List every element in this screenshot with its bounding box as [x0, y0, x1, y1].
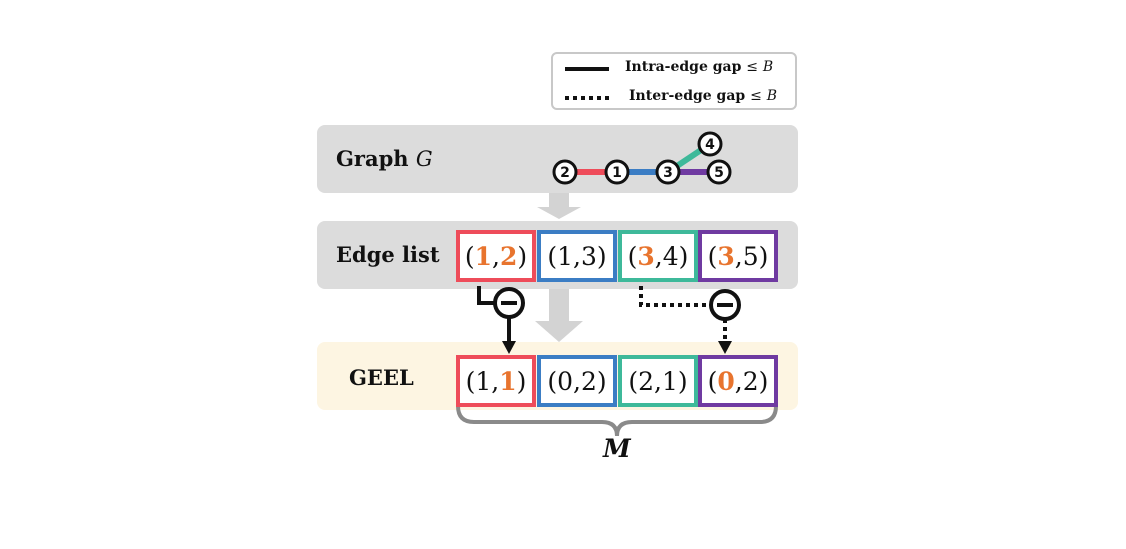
punctuation: , — [491, 366, 500, 396]
graph-node-label: 2 — [560, 165, 570, 181]
graph-node-4: 4 — [697, 131, 723, 157]
punctuation: ) — [517, 241, 528, 271]
graph-symbol: G — [415, 147, 433, 171]
geel-cell-4: (0, 2) — [698, 355, 778, 407]
punctuation: , — [654, 366, 662, 396]
punctuation: ( — [547, 366, 558, 396]
legend: Intra-edge gap ≤ B Inter-edge gap ≤ B — [551, 52, 797, 110]
punctuation: , — [573, 241, 581, 271]
graph-node-label: 4 — [705, 137, 715, 153]
edge-list-cell-3: (3, 4) — [618, 230, 698, 282]
geel-value-a: 2 — [638, 366, 655, 396]
arrow-head-intra — [502, 341, 516, 354]
edge-list-value-b: 2 — [499, 241, 518, 271]
punctuation: ) — [516, 366, 527, 396]
punctuation: ( — [707, 241, 718, 271]
graph-node-label: 3 — [663, 165, 673, 181]
graph-node-label: 5 — [714, 165, 724, 181]
punctuation: , — [734, 366, 743, 396]
geel-value-a: 0 — [717, 366, 735, 396]
punctuation: ) — [758, 366, 769, 396]
legend-intra-label: Intra-edge gap — [625, 59, 742, 75]
graph-node-1: 1 — [604, 159, 630, 185]
punctuation: ( — [464, 241, 475, 271]
punctuation: , — [734, 241, 743, 271]
graph-node-label: 1 — [612, 165, 622, 181]
graph-node-5: 5 — [706, 159, 732, 185]
graph-node-2: 2 — [552, 159, 578, 185]
edge-list-value-b: 3 — [580, 241, 597, 271]
geel-value-a: 1 — [475, 366, 492, 396]
geel-value-b: 2 — [742, 366, 759, 396]
geel-cell-3: (2, 1) — [618, 355, 698, 407]
graph-label-text: Graph — [336, 146, 409, 171]
edge-list-cell-4: (3, 5) — [698, 230, 778, 282]
punctuation: ( — [547, 241, 558, 271]
edge-list-row-label: Edge list — [336, 242, 440, 267]
punctuation: ) — [596, 241, 607, 271]
geel-value-b: 1 — [499, 366, 517, 396]
flow-arrow-edgelist-to-geel — [535, 289, 583, 342]
legend-inter-relation: ≤ — [750, 88, 762, 104]
arrow-head-inter — [718, 341, 732, 354]
edge-list-cell-2: (1, 3) — [537, 230, 617, 282]
geel-value-b: 1 — [661, 366, 678, 396]
length-brace — [456, 405, 778, 437]
punctuation: ( — [627, 241, 638, 271]
punctuation: , — [492, 241, 500, 271]
legend-intra-relation: ≤ — [746, 59, 758, 75]
punctuation: ( — [628, 366, 639, 396]
punctuation: ) — [596, 366, 607, 396]
geel-value-b: 2 — [580, 366, 597, 396]
edge-list-value-a: 1 — [557, 241, 574, 271]
inter-edge-connector — [639, 286, 741, 354]
geel-cell-1: (1, 1) — [456, 355, 536, 407]
edge-list-value-a: 1 — [474, 241, 493, 271]
geel-row-label: GEEL — [349, 365, 414, 390]
legend-inter-label: Inter-edge gap — [629, 88, 746, 104]
punctuation: ( — [465, 366, 476, 396]
punctuation: ) — [678, 241, 689, 271]
edge-list-value-a: 3 — [637, 241, 655, 271]
legend-inter-bound: B — [766, 88, 777, 104]
punctuation: , — [573, 366, 581, 396]
legend-inter: Inter-edge gap ≤ B — [629, 88, 777, 104]
geel-cell-2: (0, 2) — [537, 355, 617, 407]
geel-value-a: 0 — [557, 366, 574, 396]
flow-arrow-graph-to-edgelist — [537, 193, 581, 219]
punctuation: ( — [707, 366, 718, 396]
punctuation: , — [654, 241, 663, 271]
edge-list-value-a: 3 — [717, 241, 735, 271]
edge-list-value-b: 4 — [662, 241, 679, 271]
punctuation: ) — [758, 241, 769, 271]
edge-list-cell-1: (1, 2) — [456, 230, 536, 282]
legend-intra-bound: B — [762, 59, 774, 75]
punctuation: ) — [677, 366, 688, 396]
graph-node-3: 3 — [655, 159, 681, 185]
intra-edge-connector — [477, 286, 525, 354]
edge-list-value-b: 5 — [742, 241, 759, 271]
legend-intra: Intra-edge gap ≤ B — [625, 59, 773, 75]
graph-row-label: Graph G — [336, 146, 433, 171]
brace-label: M — [603, 434, 631, 463]
